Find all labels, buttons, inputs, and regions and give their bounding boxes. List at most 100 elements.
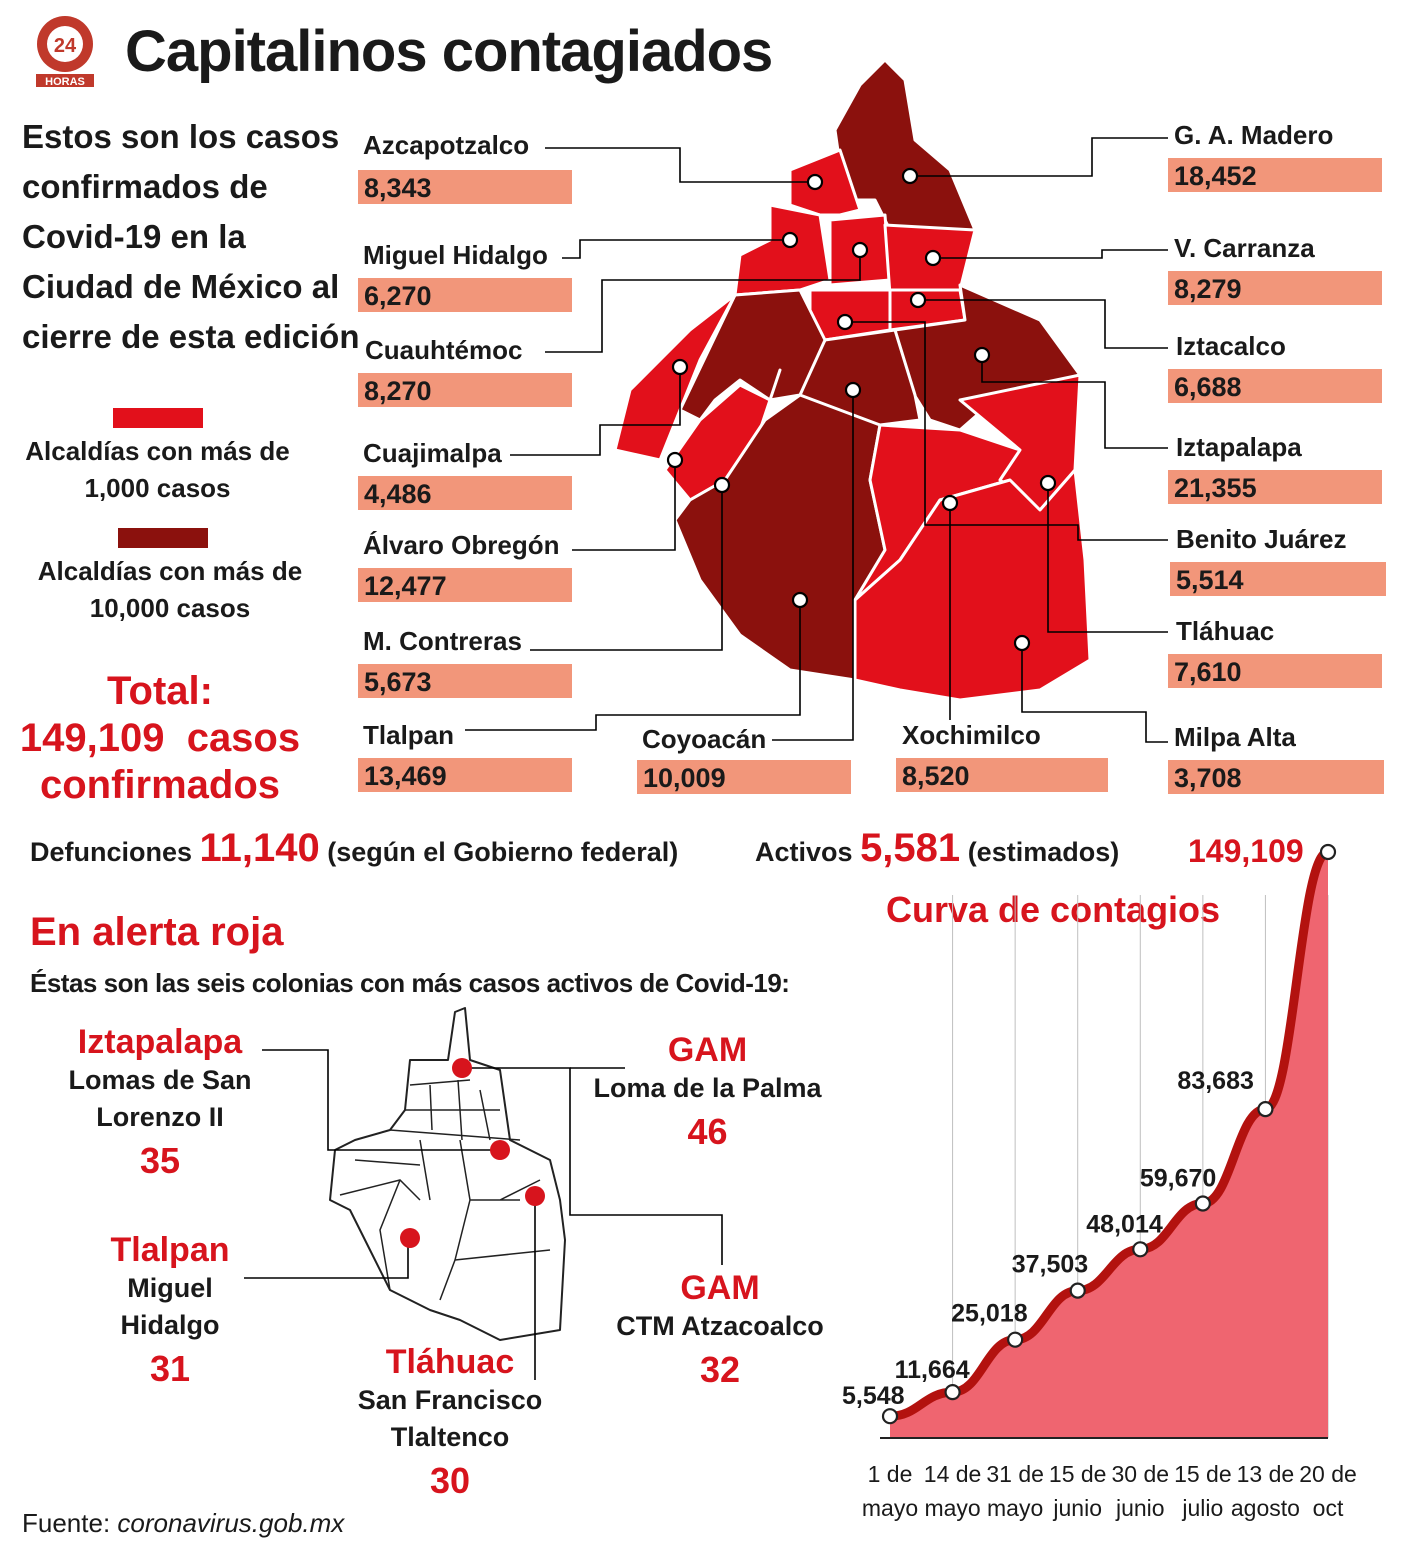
district-name-cuajimalpa: Cuajimalpa xyxy=(363,438,502,468)
district-value-ga-madero: 18,452 xyxy=(1168,158,1382,192)
data-point xyxy=(1132,1241,1149,1258)
district-value-alvaro-obregon: 12,477 xyxy=(358,568,572,602)
data-point xyxy=(1319,843,1337,861)
district-name-benito-juarez: Benito Juárez xyxy=(1176,524,1347,554)
x-tick-label: 13 de agosto xyxy=(1231,1461,1300,1521)
mini-map xyxy=(244,1007,723,1380)
district-name-tlalpan: Tlalpan xyxy=(363,720,455,750)
x-tick-label: 14 de mayo xyxy=(924,1461,982,1521)
hotspot-alcaldia: GAM xyxy=(680,1269,760,1307)
hotspot-cases: 35 xyxy=(139,1140,181,1181)
hotspot-colonia: Miguel Hidalgo xyxy=(120,1273,220,1340)
logo: 24 HORAS xyxy=(34,12,96,92)
data-label: 59,670 xyxy=(1140,1164,1216,1192)
district-value-tlahuac: 7,610 xyxy=(1168,654,1382,688)
total-block: Total: 149,109 casos confirmados xyxy=(10,668,310,809)
region-ga-madero xyxy=(833,58,977,232)
hotspot-gam-palma: GAM Loma de la Palma 46 xyxy=(580,1030,835,1157)
legend-swatch-dark xyxy=(118,528,208,548)
logo-icon: 24 HORAS xyxy=(36,16,94,88)
district-name-milpa-alta: Milpa Alta xyxy=(1174,722,1296,752)
district-value-tlalpan: 13,469 xyxy=(358,758,572,792)
svg-text:24: 24 xyxy=(54,35,77,57)
district-name-iztapalapa: Iztapalapa xyxy=(1176,432,1302,462)
data-point xyxy=(944,1384,961,1401)
legend-label-red: Alcaldías con más de 1,000 casos xyxy=(25,436,290,503)
area-fill xyxy=(890,852,1328,1438)
hotspot-alcaldia: Iztapalapa xyxy=(77,1023,243,1061)
district-value-cuajimalpa: 4,486 xyxy=(358,476,572,510)
source-site: coronavirus.gob.mx xyxy=(117,1508,345,1538)
hotspot-tlahuac: Tláhuac San Francisco Tlaltenco 30 xyxy=(350,1342,550,1506)
district-name-m-contreras: M. Contreras xyxy=(363,626,522,656)
data-point xyxy=(1007,1331,1024,1348)
district-name-iztacalco: Iztacalco xyxy=(1176,331,1286,361)
region-alvaro-obregon xyxy=(678,288,827,422)
alert-title: En alerta roja xyxy=(30,910,284,954)
hotspot-cases: 46 xyxy=(687,1111,728,1152)
deaths-note: (según el Gobierno federal) xyxy=(327,837,679,867)
hotspot-cases: 30 xyxy=(429,1460,471,1501)
hotspot-alcaldia: Tláhuac xyxy=(385,1343,515,1381)
district-value-iztapalapa: 21,355 xyxy=(1168,470,1382,504)
district-value-v-carranza: 8,279 xyxy=(1168,271,1382,305)
district-name-xochimilco: Xochimilco xyxy=(902,720,1041,750)
data-label: 37,503 xyxy=(1012,1251,1088,1279)
district-name-coyoacan: Coyoacán xyxy=(642,724,767,754)
source-label: Fuente: xyxy=(22,1508,111,1538)
x-tick-label: 20 de oct xyxy=(1299,1461,1357,1521)
svg-text:HORAS: HORAS xyxy=(45,76,85,88)
hotspot-tlalpan: Tlalpan Miguel Hidalgo 31 xyxy=(90,1230,250,1394)
district-value-coyoacan: 10,009 xyxy=(637,760,851,794)
x-tick-label: 15 de julio xyxy=(1174,1461,1232,1521)
hotspot-iztapalapa: Iztapalapa Lomas de San Lorenzo II 35 xyxy=(40,1022,280,1186)
data-point xyxy=(1257,1101,1274,1118)
total-label: Total: xyxy=(107,669,213,713)
chart-title: Curva de contagios xyxy=(886,889,1220,930)
data-point xyxy=(881,1408,899,1425)
active-value: 5,581 xyxy=(860,826,961,870)
x-tick-label: 1 de mayo xyxy=(862,1461,918,1521)
data-point xyxy=(1194,1195,1211,1212)
source-line: Fuente: coronavirus.gob.mx xyxy=(22,1508,344,1539)
district-name-tlahuac: Tláhuac xyxy=(1176,616,1275,646)
district-name-miguel-hidalgo: Miguel Hidalgo xyxy=(363,240,548,270)
total-suffix: confirmados xyxy=(39,763,281,807)
deaths-stat: Defunciones 11,140 (según el Gobierno fe… xyxy=(30,826,678,871)
deaths-value: 11,140 xyxy=(199,826,320,870)
page-title: Capitalinos contagiados xyxy=(125,19,773,84)
alert-subtitle: Éstas son las seis colonias con más caso… xyxy=(30,968,790,998)
hotspot-gam-ctm: GAM CTM Atzacoalco 32 xyxy=(600,1268,840,1395)
hotspot-cases: 32 xyxy=(699,1349,741,1390)
district-name-azcapotzalco: Azcapotzalco xyxy=(363,130,530,160)
district-value-m-contreras: 5,673 xyxy=(358,664,572,698)
data-point xyxy=(1069,1282,1086,1299)
district-value-cuauhtemoc: 8,270 xyxy=(358,373,572,407)
active-label: Activos xyxy=(755,837,853,867)
data-label: 5,548 xyxy=(842,1382,905,1410)
data-label: 25,018 xyxy=(951,1300,1028,1328)
hotspot-colonia: CTM Atzacoalco xyxy=(616,1311,824,1341)
active-note: (estimados) xyxy=(967,837,1120,867)
data-label: 83,683 xyxy=(1177,1067,1253,1095)
hotspot-alcaldia: Tlalpan xyxy=(110,1231,230,1269)
data-label: 48,014 xyxy=(1086,1210,1163,1238)
x-tick-label: 30 de junio xyxy=(1112,1461,1170,1521)
district-value-benito-juarez: 5,514 xyxy=(1170,562,1386,596)
mini-map-outline xyxy=(329,1007,566,1341)
district-name-v-carranza: V. Carranza xyxy=(1174,233,1315,263)
data-label: 149,109 xyxy=(1188,833,1304,869)
cdmx-map xyxy=(465,58,1168,743)
intro-text: Estos son los casos confirmados de Covid… xyxy=(22,118,360,355)
x-tick-label: 15 de junio xyxy=(1049,1461,1107,1521)
hotspot-colonia: Loma de la Palma xyxy=(593,1073,822,1103)
legend-label-dark: Alcaldías con más de 10,000 casos xyxy=(37,556,303,623)
hotspot-alcaldia: GAM xyxy=(667,1031,748,1069)
x-tick-label: 31 de mayo xyxy=(986,1461,1044,1521)
data-label: 11,664 xyxy=(895,1356,970,1384)
active-stat: Activos 5,581 (estimados) xyxy=(755,826,1119,871)
district-value-xochimilco: 8,520 xyxy=(896,758,1108,792)
legend-swatch-red xyxy=(113,408,203,428)
hotspot-colonia: Lomas de San Lorenzo II xyxy=(68,1065,252,1132)
